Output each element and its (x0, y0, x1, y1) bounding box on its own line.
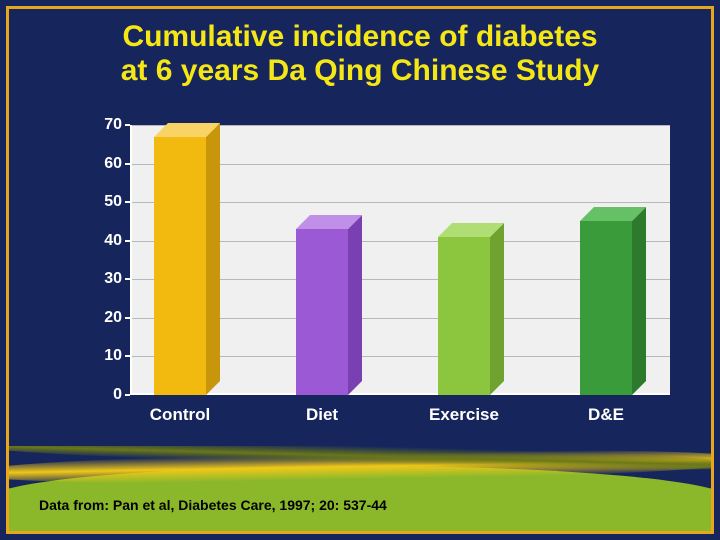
bar-side (206, 123, 220, 395)
slide: Cumulative incidence of diabetes at 6 ye… (0, 0, 720, 540)
bar-front (438, 237, 490, 395)
y-tick-label: 70 (70, 116, 122, 134)
y-tick-label: 10 (70, 347, 122, 365)
bar-front (296, 229, 348, 395)
bar-side (348, 215, 362, 395)
x-label: Control (110, 405, 250, 425)
y-tick (125, 278, 130, 280)
bar-side (490, 223, 504, 395)
bar-chart: 010203040506070 ControlDietExerciseD&E (70, 125, 670, 425)
y-tick-label: 0 (70, 386, 122, 404)
y-tick-label: 60 (70, 155, 122, 173)
bar-front (154, 137, 206, 395)
bar-diet (296, 215, 362, 395)
x-label: D&E (536, 405, 676, 425)
footer-decoration: Data from: Pan et al, Diabetes Care, 199… (9, 446, 711, 531)
bar-control (154, 123, 220, 395)
slide-title: Cumulative incidence of diabetes at 6 ye… (0, 20, 720, 87)
y-tick (125, 201, 130, 203)
y-tick (125, 317, 130, 319)
y-tick (125, 124, 130, 126)
bar-exercise (438, 223, 504, 395)
y-tick (125, 240, 130, 242)
bar-side (632, 207, 646, 395)
y-tick (125, 394, 130, 396)
y-axis (130, 125, 132, 395)
y-tick (125, 163, 130, 165)
bar-front (580, 221, 632, 395)
y-tick-label: 50 (70, 193, 122, 211)
y-tick-label: 40 (70, 232, 122, 250)
y-tick-label: 30 (70, 270, 122, 288)
y-tick (125, 355, 130, 357)
citation-text: Data from: Pan et al, Diabetes Care, 199… (39, 497, 387, 513)
x-label: Diet (252, 405, 392, 425)
y-tick-label: 20 (70, 309, 122, 327)
bar-d-e (580, 207, 646, 395)
x-label: Exercise (394, 405, 534, 425)
